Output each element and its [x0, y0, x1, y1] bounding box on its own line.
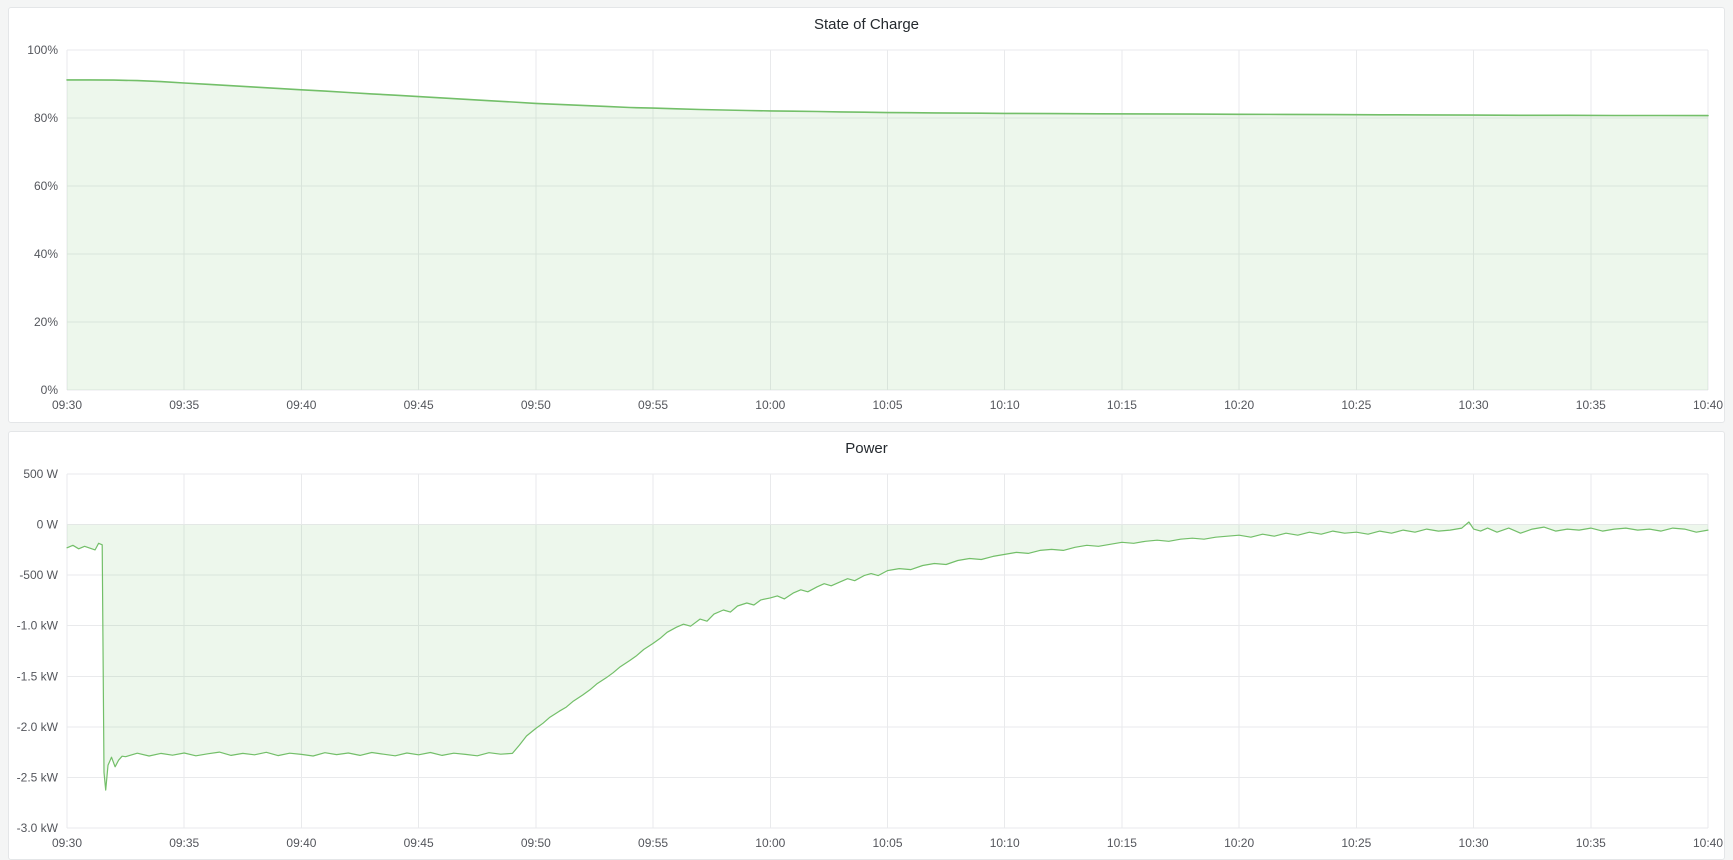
x-axis-tick-label: 09:40 [286, 398, 316, 412]
y-axis-tick-label: 100% [27, 43, 58, 57]
x-axis-tick-label: 09:35 [169, 836, 199, 850]
x-axis-tick-label: 10:15 [1107, 398, 1137, 412]
x-axis-tick-label: 10:10 [990, 836, 1020, 850]
x-axis-tick-label: 10:25 [1341, 836, 1371, 850]
x-axis-tick-label: 10:40 [1693, 398, 1723, 412]
x-axis-tick-label: 10:05 [872, 836, 902, 850]
x-axis-tick-label: 09:55 [638, 398, 668, 412]
x-axis-tick-label: 10:00 [755, 836, 785, 850]
x-axis-tick-label: 09:50 [521, 836, 551, 850]
y-axis-tick-label: 0% [41, 383, 59, 397]
x-axis-tick-label: 10:20 [1224, 836, 1254, 850]
series-area-fill [67, 79, 1708, 391]
state-of-charge-chart-canvas[interactable]: 100% 80% 60% 40% 20% 0%09:30 09:35 09:40 09:45 09… [9, 40, 1724, 420]
x-axis-tick-label: 10:10 [990, 398, 1020, 412]
x-axis-tick-label: 10:20 [1224, 398, 1254, 412]
x-axis-tick-label: 09:55 [638, 836, 668, 850]
panel-title-power[interactable]: Power [845, 440, 888, 457]
x-axis-tick-label: 09:40 [286, 836, 316, 850]
x-axis-tick-label: 09:45 [404, 398, 434, 412]
y-axis-tick-label: 60% [34, 179, 58, 193]
y-axis-tick-label: 20% [34, 315, 58, 329]
x-axis-tick-label: 09:45 [404, 836, 434, 850]
x-axis-tick-label: 10:00 [755, 398, 785, 412]
y-axis-tick-label: 80% [34, 111, 58, 125]
x-axis-tick-label: 10:35 [1576, 398, 1606, 412]
series-line [66, 521, 1709, 791]
panel-state-of-charge: State of Charge 100% 80% 60% 40% 20% 0% 09:30 0… [8, 7, 1725, 423]
x-axis-tick-label: 10:30 [1459, 398, 1489, 412]
y-axis-tick-label: -1.5 kW [17, 669, 59, 683]
y-axis-tick-label: -1.0 kW [17, 619, 59, 633]
panel-title-state-of-charge[interactable]: State of Charge [813, 16, 920, 33]
y-axis-tick-label: 500 W [23, 467, 58, 481]
x-axis-tick-label: 09:50 [521, 398, 551, 412]
x-axis-tick-label: 10:40 [1693, 836, 1723, 850]
x-axis-tick-label: 09:30 [52, 836, 82, 850]
x-axis-tick-label: 09:35 [169, 398, 199, 412]
y-axis-tick-label: -3.0 kW [17, 821, 59, 835]
y-axis-tick-label: 40% [34, 247, 58, 261]
y-axis-tick-label: -2.5 kW [17, 770, 59, 784]
x-axis-tick-label: 10:35 [1576, 836, 1606, 850]
x-axis-tick-label: 09:30 [52, 398, 82, 412]
x-axis-tick-label: 10:05 [872, 398, 902, 412]
series-area-fill [67, 522, 1708, 791]
power-chart-canvas[interactable]: 500 W 0 W -500 W -1.0 kW -1.5 kW -2.0 kW -2.5 … [9, 464, 1724, 858]
series-line [66, 79, 1709, 117]
x-axis-tick-label: 10:30 [1459, 836, 1489, 850]
y-axis-tick-label: 0 W [37, 518, 59, 532]
y-axis-tick-label: -2.0 kW [17, 720, 59, 734]
y-axis-tick-label: -500 W [19, 568, 58, 582]
panel-power: Power 500 W 0 W -500 W -1.0 kW -1.5 kW -2.0 k… [8, 431, 1725, 860]
x-axis-tick-label: 10:25 [1341, 398, 1371, 412]
x-axis-tick-label: 10:15 [1107, 836, 1137, 850]
